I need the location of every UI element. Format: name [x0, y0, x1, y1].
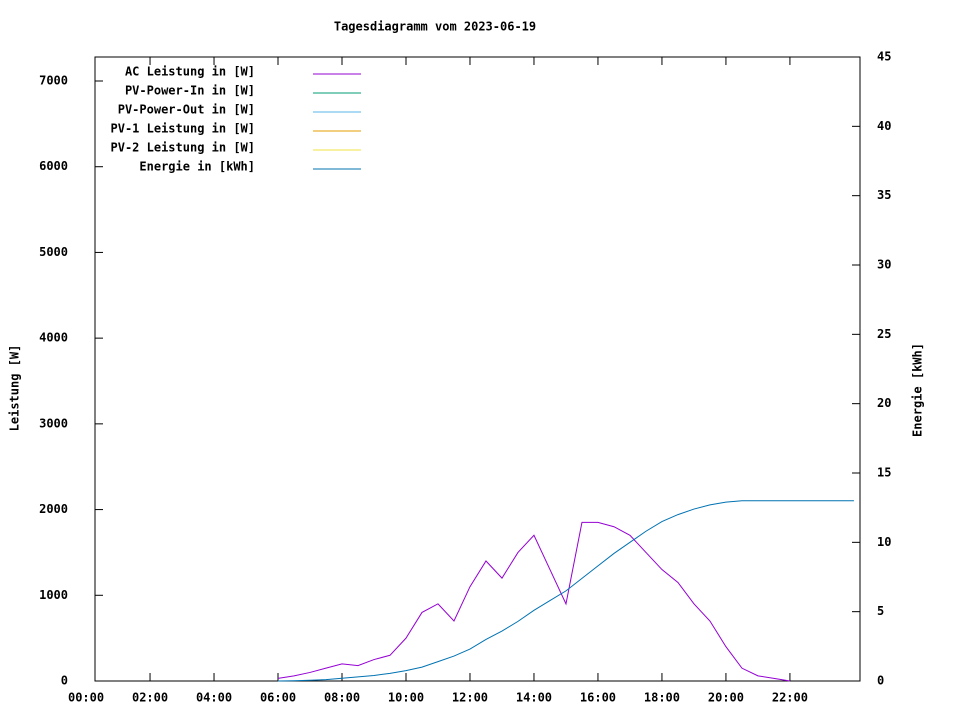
x-tick-label: 06:00 — [260, 691, 296, 705]
y-tick-label: 5000 — [39, 245, 68, 259]
y2-tick-label: 15 — [877, 466, 891, 480]
y2-tick-label: 30 — [877, 258, 891, 272]
x-tick-label: 00:00 — [68, 691, 104, 705]
series-line — [277, 521, 791, 682]
y-tick-label: 7000 — [39, 74, 68, 88]
y2-tick-label: 0 — [877, 674, 884, 688]
x-tick-label: 08:00 — [324, 691, 360, 705]
y2-tick-label: 20 — [877, 396, 891, 410]
y-axis-label: Leistung [W] — [8, 345, 22, 432]
y-tick-label: 0 — [61, 674, 68, 688]
y2-tick-label: 10 — [877, 535, 891, 549]
plot-border — [94, 56, 861, 682]
x-tick-label: 16:00 — [580, 691, 616, 705]
x-tick-label: 22:00 — [772, 691, 808, 705]
y2-tick-label: 5 — [877, 604, 884, 618]
y2-tick-label: 35 — [877, 188, 891, 202]
y2-tick-label: 45 — [877, 50, 891, 64]
y-tick-label: 4000 — [39, 331, 68, 345]
legend-label: PV-Power-Out in [W] — [118, 103, 255, 117]
legend-label: PV-Power-In in [W] — [125, 84, 255, 98]
legend-label: Energie in [kWh] — [139, 160, 255, 174]
y2-tick-label: 25 — [877, 327, 891, 341]
legend-label: PV-2 Leistung in [W] — [111, 141, 256, 155]
legend-label: AC Leistung in [W] — [125, 65, 255, 79]
y2-axis-label: Energie [kWh] — [911, 343, 925, 437]
x-tick-label: 14:00 — [516, 691, 552, 705]
x-tick-label: 18:00 — [644, 691, 680, 705]
y-tick-label: 2000 — [39, 502, 68, 516]
x-tick-label: 04:00 — [196, 691, 232, 705]
chart-title: Tagesdiagramm vom 2023-06-19 — [334, 20, 536, 34]
y2-tick-label: 40 — [877, 119, 891, 133]
x-tick-label: 12:00 — [452, 691, 488, 705]
y-tick-label: 1000 — [39, 588, 68, 602]
y-tick-label: 3000 — [39, 416, 68, 430]
x-tick-label: 02:00 — [132, 691, 168, 705]
series-line — [278, 500, 854, 682]
x-tick-label: 20:00 — [708, 691, 744, 705]
y-tick-label: 6000 — [39, 159, 68, 173]
legend-label: PV-1 Leistung in [W] — [111, 122, 256, 136]
x-tick-label: 10:00 — [388, 691, 424, 705]
